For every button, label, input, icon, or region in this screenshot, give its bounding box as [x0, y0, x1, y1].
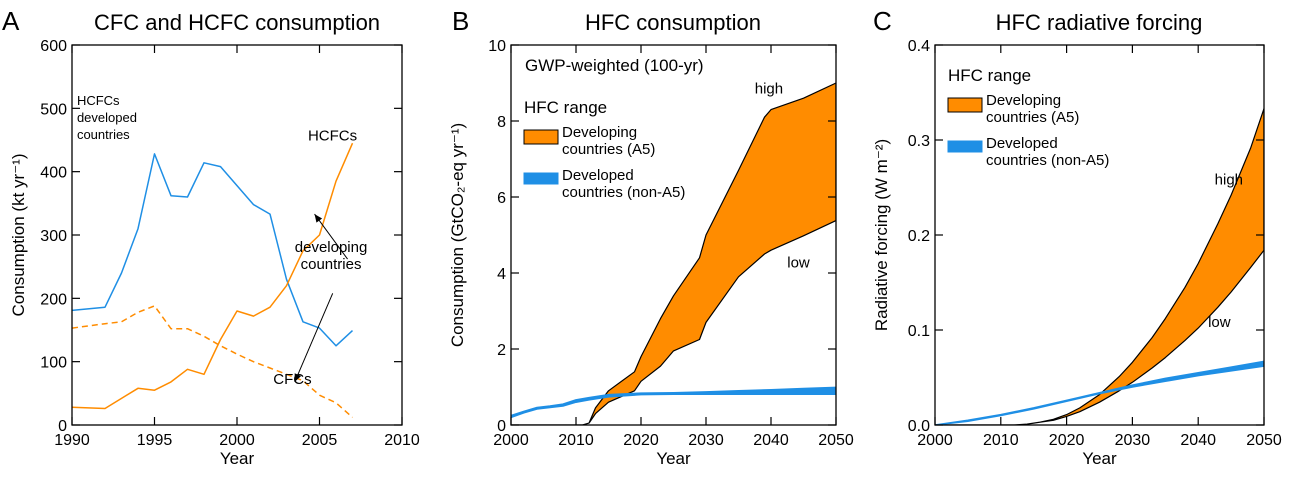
x-axis-label: Year [656, 449, 691, 468]
legend-title: HFC range [948, 66, 1031, 85]
annotation-label: developing [295, 239, 368, 256]
x-tick-label: 1990 [54, 432, 90, 449]
x-tick-label: 2020 [1049, 432, 1085, 449]
plot-area [72, 142, 354, 418]
band-developed-countries-non-a5- [935, 360, 1264, 425]
x-tick-label: 2000 [917, 432, 953, 449]
panel-c: C HFC radiative forcing 2000 2010 2020 2030 20… [872, 6, 1282, 468]
y-axis-label: Radiative forcing (W m⁻²) [872, 139, 891, 331]
y-axis-label: Consumption (GtCO₂-eq yr⁻¹) [448, 123, 467, 347]
legend-label: countries (A5) [562, 141, 655, 158]
y-tick-label: 200 [40, 291, 67, 308]
y-tick-label: 500 [40, 101, 67, 118]
x-tick-label: 2040 [1180, 432, 1216, 449]
series-hcfcs [72, 142, 354, 410]
x-tick-label: 2050 [1246, 432, 1282, 449]
annotation-arrow-head [294, 373, 302, 382]
plot-area [935, 107, 1264, 425]
annotation-label: countries [301, 256, 362, 273]
y-tick-label: 100 [40, 355, 67, 372]
annotation-label: high [1215, 172, 1243, 189]
annotation-label: CFCs [273, 371, 311, 388]
band-developed-countries-non-a5- [511, 386, 836, 419]
legend-swatch [947, 140, 983, 153]
legend-title: HFC range [524, 98, 607, 117]
annotation-label: countries [77, 127, 130, 142]
y-tick-label: 600 [40, 38, 67, 55]
y-tick-label: 400 [40, 165, 67, 182]
y-tick-label: 2 [497, 342, 506, 359]
legend-label: Developing [562, 124, 637, 141]
annotation-label: developed [77, 110, 137, 125]
y-tick-label: 0 [58, 418, 67, 435]
x-tick-label: 2005 [302, 432, 338, 449]
legend-swatch [523, 129, 559, 145]
x-tick-label: 2010 [983, 432, 1019, 449]
x-tick-label: 2000 [219, 432, 255, 449]
panel-letter: C [873, 6, 892, 36]
legend-label: Developing [986, 92, 1061, 109]
x-tick-label: 2000 [493, 432, 529, 449]
x-tick-label: 2050 [818, 432, 854, 449]
y-axis-label: Consumption (kt yr⁻¹) [9, 154, 28, 317]
y-tick-label: 6 [497, 190, 506, 207]
x-tick-label: 2030 [1115, 432, 1151, 449]
annotation-label: low [787, 254, 810, 271]
legend-label: Developed [986, 135, 1058, 152]
series-cfcs [72, 305, 353, 418]
y-tick-label: 0.0 [908, 418, 930, 435]
y-tick-label: 4 [497, 266, 506, 283]
y-tick-label: 8 [497, 114, 506, 131]
annotation-arrow-shaft [294, 293, 334, 383]
y-tick-label: 0.3 [908, 133, 930, 150]
panel-letter: B [452, 6, 469, 36]
axes-frame [71, 44, 403, 426]
legend-label: countries (non-A5) [986, 152, 1109, 169]
x-axis-label: Year [220, 449, 255, 468]
legend-swatch [947, 97, 983, 113]
annotation-arrow-head [314, 214, 323, 223]
panel-title: CFC and HCFC consumption [94, 10, 380, 35]
legend-label: Developed [562, 167, 634, 184]
panel-subtitle: GWP-weighted (100-yr) [525, 56, 704, 75]
x-tick-label: 2010 [558, 432, 594, 449]
x-tick-label: 2040 [753, 432, 789, 449]
legend-swatch [523, 172, 559, 185]
annotation-label: HCFCs [308, 128, 357, 145]
x-axis-label: Year [1082, 449, 1117, 468]
legend-label: countries (non-A5) [562, 184, 685, 201]
panel-title: HFC radiative forcing [996, 10, 1203, 35]
x-tick-label: 1995 [137, 432, 173, 449]
y-tick-label: 0 [497, 418, 506, 435]
y-tick-label: 0.1 [908, 323, 930, 340]
legend-label: countries (A5) [986, 109, 1079, 126]
panel-title: HFC consumption [585, 10, 761, 35]
x-tick-label: 2020 [623, 432, 659, 449]
annotation-label: HCFCs [77, 93, 120, 108]
y-tick-label: 0.4 [908, 38, 930, 55]
y-tick-label: 10 [488, 38, 506, 55]
y-tick-label: 300 [40, 228, 67, 245]
x-tick-label: 2030 [688, 432, 724, 449]
annotation-label: high [755, 81, 783, 98]
axes-frame [510, 44, 837, 426]
y-tick-label: 0.2 [908, 228, 930, 245]
x-tick-label: 2010 [384, 432, 420, 449]
panel-letter: A [2, 6, 20, 36]
annotation-arrow-shaft [314, 213, 348, 260]
plot-area [511, 82, 836, 425]
series-hcfcs-developed-countries [72, 153, 354, 347]
band-developing-countries-a5- [935, 107, 1264, 425]
band-developing-countries-a5- [511, 82, 836, 425]
annotation-label: low [1208, 314, 1231, 331]
